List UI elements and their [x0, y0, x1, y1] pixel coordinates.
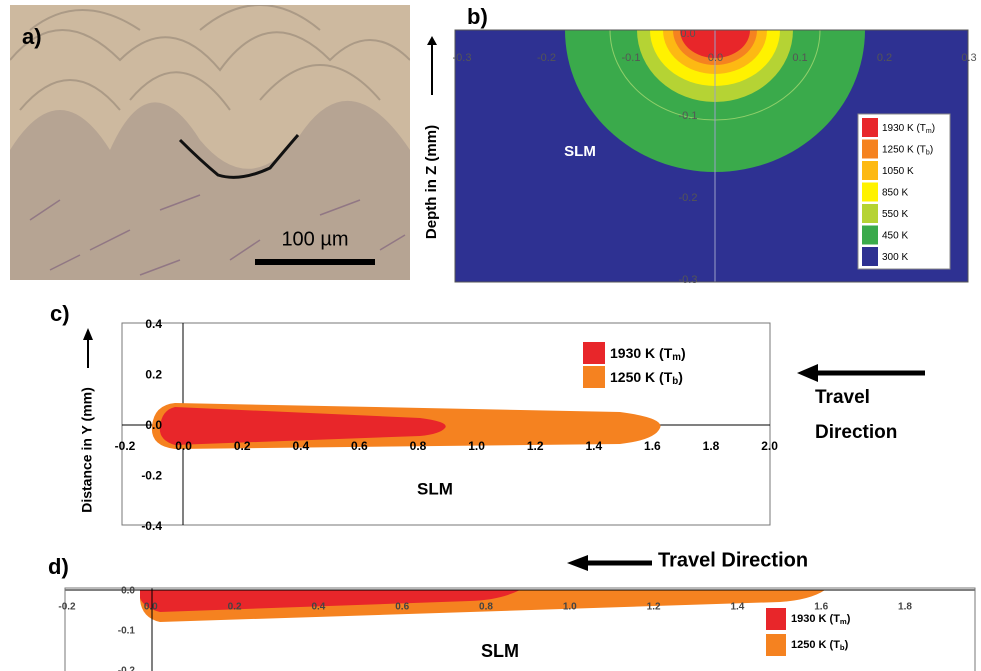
x-tick-label: 0.0	[708, 52, 723, 64]
y-tick-label: 0.4	[145, 317, 162, 331]
legend-label: 1250 K (Tb)	[610, 369, 683, 387]
y-tick-label: -0.1	[118, 626, 136, 637]
x-tick-label: -0.1	[622, 52, 641, 64]
legend-swatch	[583, 342, 605, 364]
micrograph	[10, 5, 410, 280]
legend-text: 550 K	[882, 209, 908, 220]
legend-text: 1050 K	[882, 166, 914, 177]
x-tick-label: 1.0	[468, 439, 485, 453]
x-tick-label: 0.2	[877, 52, 892, 64]
figure: a) 100 µm b) -0.3 -0.2 -0.1 0.0 0.1 0.2 0.3 0.0 -0.…	[0, 0, 981, 671]
x-tick-label: -0.2	[537, 52, 556, 64]
x-tick-label: 0.8	[479, 602, 493, 613]
x-tick-label: -0.2	[58, 602, 76, 613]
arrow-head	[567, 555, 588, 571]
panel-label: c)	[50, 301, 70, 326]
y-tick-label: -0.4	[141, 519, 162, 533]
y-tick-label: -0.3	[679, 274, 698, 286]
x-tick-label: 1.8	[703, 439, 720, 453]
legend-label: 1250 K (Tb)	[882, 144, 933, 156]
legend-text: )	[930, 144, 933, 155]
arrow-head	[427, 36, 437, 45]
annotation: SLM	[564, 143, 596, 160]
legend-label: 850 K	[882, 187, 908, 198]
legend-text: )	[932, 123, 935, 134]
scale-bar-label: 100 µm	[281, 228, 348, 250]
legend-subscript: m	[672, 352, 681, 363]
legend-text: 1250 K (T	[882, 144, 926, 155]
legend-text: 1930 K (T	[882, 123, 926, 134]
y-tick-label: -0.2	[141, 469, 162, 483]
y-tick-label: 0.0	[121, 586, 135, 597]
legend-swatch	[862, 226, 878, 245]
x-tick-label: 0.0	[144, 602, 158, 613]
legend-swatch	[862, 204, 878, 223]
legend-text: 1250 K (T	[791, 639, 840, 651]
x-tick-label: 0.8	[410, 439, 427, 453]
x-tick-label: 0.6	[351, 439, 368, 453]
x-tick-label: 1.8	[898, 602, 912, 613]
y-tick-label: -0.2	[118, 666, 136, 671]
legend-text: )	[681, 345, 686, 361]
annotation: SLM	[481, 641, 519, 661]
legend-swatch	[766, 608, 786, 630]
legend-swatch	[862, 183, 878, 202]
arrow-head	[797, 364, 818, 382]
y-tick-label: 0.2	[145, 368, 162, 382]
x-tick-label: -0.2	[115, 439, 136, 453]
x-tick-label: 0.2	[234, 439, 251, 453]
x-tick-label: 1.4	[585, 439, 602, 453]
legend-text: )	[847, 613, 851, 625]
y-tick-label: -0.1	[679, 110, 698, 122]
travel-label: Travel	[815, 387, 870, 408]
legend-label: 1050 K	[882, 166, 914, 177]
x-tick-label: 0.6	[395, 602, 409, 613]
x-tick-label: 1.2	[527, 439, 544, 453]
arrow-head	[83, 328, 93, 340]
x-tick-label: 0.2	[228, 602, 242, 613]
x-tick-label: 1.0	[563, 602, 577, 613]
legend-text: )	[678, 369, 683, 385]
x-tick-label: 0.4	[311, 602, 325, 613]
legend-swatch	[862, 118, 878, 137]
legend-label: 300 K	[882, 252, 908, 263]
legend-text: 450 K	[882, 230, 908, 241]
x-tick-label: 0.1	[792, 52, 807, 64]
travel-label: Travel Direction	[658, 549, 808, 571]
legend-text: 850 K	[882, 187, 908, 198]
legend-swatch	[583, 366, 605, 388]
x-tick-label: -0.3	[453, 52, 472, 64]
legend-swatch	[862, 161, 878, 180]
x-tick-label: 0.3	[961, 52, 976, 64]
x-tick-label: 1.6	[814, 602, 828, 613]
x-tick-label: 1.4	[730, 602, 744, 613]
y-axis-label: Distance in Y (mm)	[79, 387, 95, 513]
x-tick-label: 0.0	[175, 439, 192, 453]
x-tick-label: 0.4	[292, 439, 309, 453]
legend-text: 1250 K (T	[610, 369, 673, 385]
panel-label: d)	[48, 554, 69, 579]
legend-text: 1930 K (T	[791, 613, 840, 625]
legend-swatch	[766, 634, 786, 656]
legend-text: )	[845, 639, 849, 651]
y-axis-label: Depth in Z (mm)	[423, 125, 440, 239]
y-tick-label: -0.2	[679, 192, 698, 204]
legend-text: 1930 K (T	[610, 345, 673, 361]
contour-plot-d	[65, 588, 975, 671]
legend-swatch	[862, 140, 878, 159]
travel-label: Direction	[815, 422, 897, 443]
x-tick-label: 2.0	[761, 439, 778, 453]
legend-label: 550 K	[882, 209, 908, 220]
legend-text: 300 K	[882, 252, 908, 263]
annotation: SLM	[417, 479, 453, 498]
legend-label: 450 K	[882, 230, 908, 241]
y-tick-label: 0.0	[145, 418, 162, 432]
panel-label: a)	[22, 24, 42, 49]
legend-swatch	[862, 247, 878, 266]
panel-label: b)	[467, 4, 488, 29]
x-tick-label: 1.2	[647, 602, 661, 613]
x-tick-label: 1.6	[644, 439, 661, 453]
y-tick-label: 0.0	[680, 28, 695, 40]
